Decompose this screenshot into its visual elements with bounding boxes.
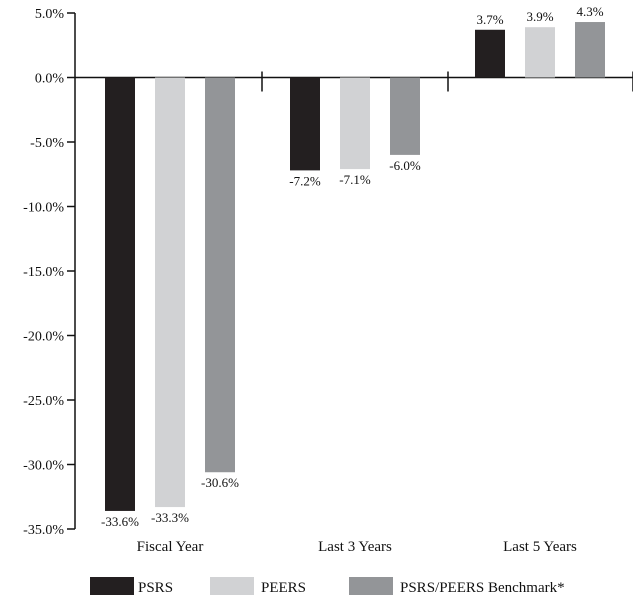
bar [105,77,135,511]
y-tick-label: -5.0% [30,136,64,151]
bar [390,77,420,155]
data-label: 4.3% [576,4,603,19]
chart-bars [105,22,605,511]
legend-swatch [349,577,393,595]
x-category-label: Last 5 Years [503,539,577,555]
bar [340,77,370,170]
y-tick-label: 5.0% [35,7,65,22]
bar [575,22,605,78]
data-label: -7.2% [289,173,321,188]
legend-label: PSRS [138,580,173,596]
x-category-label: Last 3 Years [318,539,392,555]
bar [205,77,235,473]
y-tick-label: 0.0% [35,72,65,87]
data-label: -6.0% [389,158,421,173]
bar [290,77,320,171]
y-tick-label: -25.0% [23,394,64,409]
data-label: -33.3% [151,510,189,525]
data-label: 3.9% [526,9,553,24]
data-label: -30.6% [201,475,239,490]
chart-axes: 5.0% 0.0% -5.0% -10.0% -15.0% -20.0% -25.0% -30… [23,7,633,555]
y-tick-label: -30.0% [23,459,64,474]
bar [525,27,555,78]
legend-swatch [90,577,134,595]
y-tick-label: -20.0% [23,330,64,345]
legend-label: PSRS/PEERS Benchmark* [400,580,565,596]
chart-data-labels: -33.6% -7.2% 3.7% -33.3% -7.1% 3.9% -30.6% -6.0… [101,4,604,529]
y-tick-label: -35.0% [23,523,64,538]
y-tick-label: -15.0% [23,265,64,280]
data-label: 3.7% [476,12,503,27]
x-category-label: Fiscal Year [137,539,204,555]
legend-label: PEERS [261,580,306,596]
bar [475,29,505,78]
data-label: -33.6% [101,514,139,529]
bar [155,77,185,508]
y-tick-label: -10.0% [23,201,64,216]
data-label: -7.1% [339,172,371,187]
legend-swatch [210,577,254,595]
chart-legend: PSRS PEERS PSRS/PEERS Benchmark* [90,577,565,596]
